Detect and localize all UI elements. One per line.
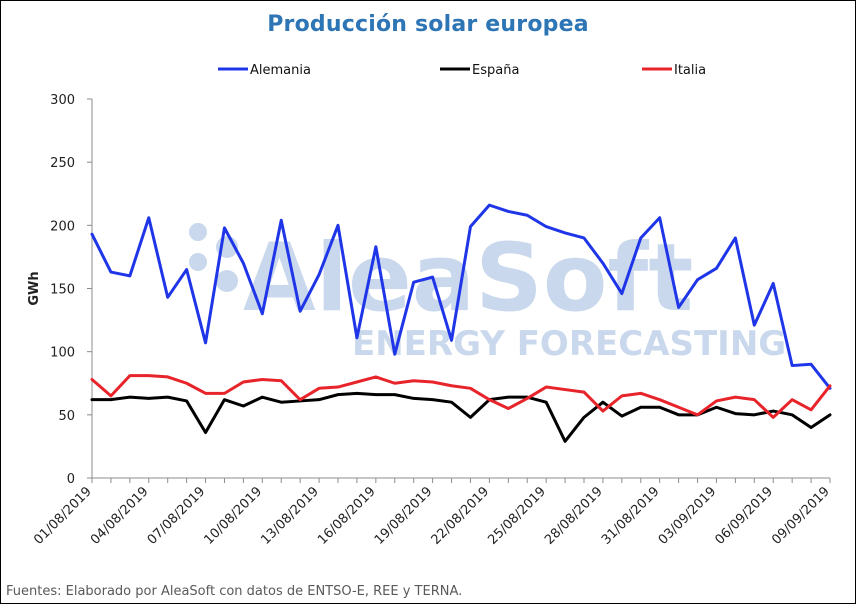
watermark-tagline: ENERGY FORECASTING	[352, 324, 786, 364]
x-tick-label: 10/08/2019	[202, 484, 266, 548]
x-tick-label: 22/08/2019	[429, 484, 493, 548]
series-line-alemania	[90, 203, 832, 390]
x-tick-label: 01/08/2019	[31, 484, 95, 548]
x-tick-label: 03/09/2019	[656, 484, 720, 548]
x-tick-label: 04/08/2019	[88, 484, 152, 548]
watermark-dot	[216, 270, 238, 292]
legend-label-italia: Italia	[674, 63, 706, 78]
watermark-dot	[189, 223, 207, 241]
x-tick-label: 31/08/2019	[599, 484, 663, 548]
watermark-dot	[189, 253, 207, 271]
y-tick-label: 150	[50, 283, 75, 298]
y-axis-title: GWh	[27, 271, 42, 305]
x-tick-label: 13/08/2019	[258, 484, 322, 548]
y-tick-label: 50	[58, 409, 75, 424]
y-tick-label: 100	[50, 346, 75, 361]
y-tick-label: 0	[67, 472, 75, 487]
x-tick-label: 19/08/2019	[372, 484, 436, 548]
y-tick-label: 300	[50, 93, 75, 108]
source-note: Fuentes: Elaborado por AleaSoft con dato…	[6, 584, 463, 599]
x-tick-label: 25/08/2019	[485, 484, 549, 548]
x-tick-label: 09/09/2019	[769, 484, 833, 548]
x-tick-label: 07/08/2019	[145, 484, 209, 548]
series-line-españa	[90, 391, 832, 443]
legend-label-alemania: Alemania	[250, 63, 311, 78]
x-tick-label: 28/08/2019	[542, 484, 606, 548]
series-lines	[90, 203, 832, 443]
legend: Alemania España Italia	[218, 63, 706, 78]
y-tick-label: 200	[50, 219, 75, 234]
y-tick-label: 250	[50, 156, 75, 171]
x-tick-label: 16/08/2019	[315, 484, 379, 548]
legend-label-españa: España	[472, 63, 519, 78]
chart-title: Producción solar europea	[267, 12, 589, 37]
x-tick-label: 06/09/2019	[712, 484, 776, 548]
series-line-italia	[90, 374, 832, 419]
